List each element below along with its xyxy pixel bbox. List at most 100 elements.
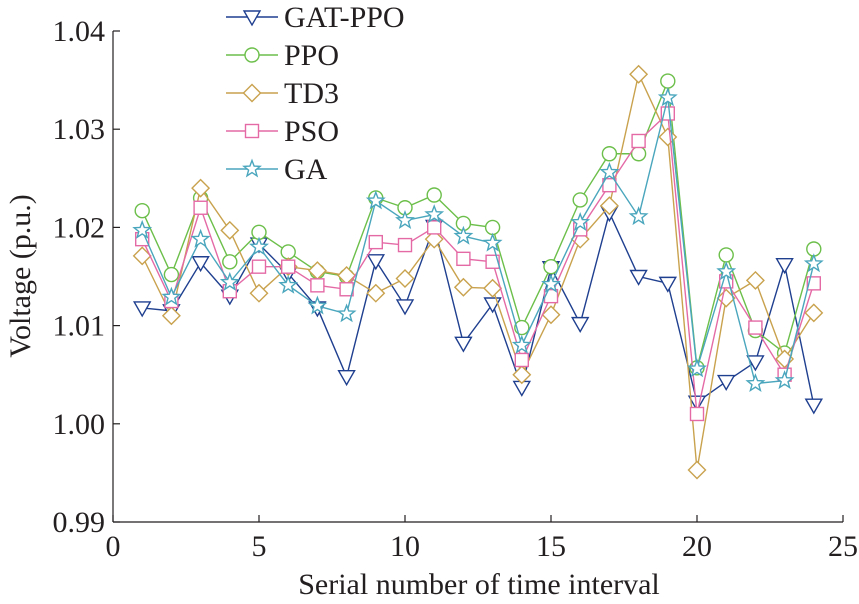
data-point (219, 271, 240, 291)
data-point (161, 286, 182, 306)
data-point (191, 178, 211, 198)
data-point (132, 246, 152, 266)
data-point (572, 192, 588, 208)
series-ppo (134, 73, 822, 376)
data-point (395, 268, 415, 288)
data-point (689, 406, 705, 422)
data-point (337, 369, 356, 387)
x-tick-label: 0 (106, 530, 121, 563)
data-point (716, 374, 736, 391)
data-point (424, 229, 444, 249)
data-point (485, 254, 500, 269)
data-point (366, 283, 386, 303)
series-td3 (132, 64, 824, 480)
data-point (427, 220, 442, 235)
series-line (141, 112, 815, 415)
data-point (366, 254, 386, 271)
y-tick-label: 1.00 (53, 408, 106, 441)
data-point (397, 237, 413, 253)
data-point (281, 259, 296, 274)
data-point (658, 276, 678, 293)
data-point (629, 64, 649, 84)
data-point (687, 358, 707, 378)
data-point (249, 236, 269, 256)
data-point (775, 258, 794, 275)
legend-marker (242, 83, 262, 103)
y-tick-label: 1.02 (53, 211, 106, 244)
data-point (514, 352, 529, 368)
legend-label: GA (284, 153, 328, 186)
axes: 0 5 10 15 20 25 0.99 1.00 1.01 1.02 1.03 1.04 (53, 15, 859, 563)
x-tick-label: 20 (682, 530, 712, 563)
data-point (687, 395, 707, 412)
data-point (602, 177, 617, 193)
data-point (483, 278, 503, 298)
data-point (132, 219, 153, 239)
data-point (278, 274, 299, 294)
legend-entry: PPO (226, 39, 339, 72)
series-layer (132, 64, 824, 480)
data-point (543, 288, 559, 304)
data-point (660, 73, 676, 89)
data-point (748, 320, 763, 335)
data-point (543, 258, 559, 275)
data-point (599, 161, 620, 181)
data-point (570, 212, 591, 231)
x-axis-title: Serial number of time interval (298, 568, 660, 601)
legend-marker (242, 158, 262, 178)
data-point (307, 261, 327, 281)
data-point (804, 303, 824, 323)
legend-marker (242, 10, 262, 27)
data-point (745, 270, 765, 290)
legend-label: GAT-PPO (284, 1, 405, 34)
legend-marker (244, 123, 260, 139)
data-point (310, 278, 325, 293)
data-point (687, 460, 707, 480)
series-line (141, 72, 815, 471)
data-point (365, 190, 386, 210)
data-point (249, 283, 269, 303)
x-tick-label: 15 (536, 530, 566, 563)
data-point (482, 232, 503, 252)
legend-entry: PSO (226, 115, 339, 148)
y-tick-label: 0.99 (53, 506, 106, 539)
data-point (454, 336, 473, 353)
data-point (601, 146, 618, 162)
series-ga (132, 87, 824, 393)
data-point (803, 253, 824, 273)
data-point (280, 244, 296, 260)
data-point (657, 87, 678, 107)
legend-entry: TD3 (226, 77, 339, 110)
data-point (424, 204, 445, 224)
legend-entry: GA (226, 153, 328, 186)
y-tick-label: 1.04 (53, 15, 106, 48)
data-point (570, 316, 590, 334)
x-tick-label: 10 (390, 530, 420, 563)
data-point (774, 370, 795, 390)
series-pso (134, 106, 821, 422)
data-point (337, 266, 357, 286)
data-point (132, 301, 152, 318)
legend: GAT-PPO PPO TD3 PSO GA (226, 1, 405, 186)
y-axis-title: Voltage (p.u.) (4, 194, 37, 358)
data-point (716, 261, 737, 281)
data-point (718, 247, 734, 263)
data-point (453, 277, 473, 297)
legend-label: PPO (284, 39, 339, 72)
data-point (220, 220, 240, 240)
data-point (631, 133, 646, 149)
data-point (541, 273, 561, 293)
data-point (511, 334, 532, 354)
data-point (745, 373, 766, 393)
legend-marker (244, 47, 260, 63)
data-point (541, 305, 561, 325)
data-point (806, 276, 821, 291)
data-point (163, 266, 180, 283)
data-point (395, 299, 415, 316)
series-line (141, 80, 815, 369)
x-tick-label: 25 (828, 530, 858, 563)
data-point (804, 398, 824, 415)
legend-label: TD3 (284, 77, 339, 110)
data-point (222, 254, 238, 270)
